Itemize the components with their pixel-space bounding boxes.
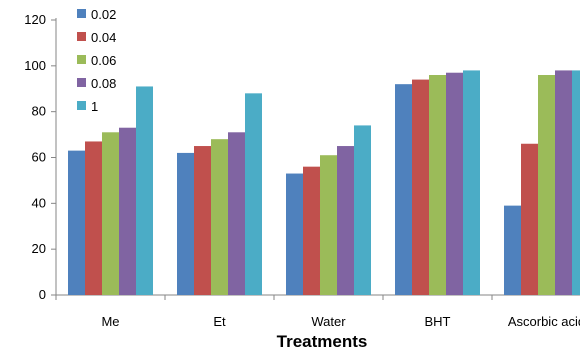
bar xyxy=(555,70,572,296)
legend-item: 1 xyxy=(77,99,98,114)
x-tick-label: Et xyxy=(213,314,226,329)
legend-item: 0.06 xyxy=(77,53,116,68)
y-tick-label: 80 xyxy=(32,104,46,119)
y-tick-label: 20 xyxy=(32,241,46,256)
bar xyxy=(303,166,320,295)
legend-swatch xyxy=(77,55,86,64)
bar xyxy=(538,75,555,295)
bar xyxy=(446,72,463,295)
y-tick-label: 120 xyxy=(24,12,46,27)
bar xyxy=(136,86,153,295)
bar xyxy=(463,70,480,296)
bar xyxy=(102,132,119,295)
legend-item: 0.02 xyxy=(77,7,116,22)
bars xyxy=(68,70,580,296)
bar xyxy=(286,173,303,295)
y-tick-label: 40 xyxy=(32,195,46,210)
legend-label: 0.08 xyxy=(91,76,116,91)
bar xyxy=(68,150,85,295)
y-tick-label: 0 xyxy=(39,287,46,302)
y-tick-label: 60 xyxy=(32,150,46,165)
legend-label: 0.04 xyxy=(91,30,116,45)
legend: 0.02 0.04 0.06 0.08 1 xyxy=(77,7,116,114)
bar xyxy=(504,205,521,295)
legend-swatch xyxy=(77,9,86,18)
bar xyxy=(521,143,538,295)
x-tick-label: Water xyxy=(311,314,346,329)
y-tick-label: 100 xyxy=(24,58,46,73)
x-tick-label: Ascorbic acid xyxy=(508,314,580,329)
bar xyxy=(354,125,371,296)
bar xyxy=(395,84,412,296)
x-tick-label: BHT xyxy=(425,314,451,329)
bar xyxy=(228,132,245,295)
x-axis: Me Et Water BHT Ascorbic acid xyxy=(55,294,580,329)
legend-swatch xyxy=(77,101,86,110)
bar xyxy=(572,70,580,296)
bar xyxy=(119,127,136,295)
bar xyxy=(211,139,228,295)
legend-label: 0.06 xyxy=(91,53,116,68)
legend-label: 0.02 xyxy=(91,7,116,22)
legend-item: 0.08 xyxy=(77,76,116,91)
legend-item: 0.04 xyxy=(77,30,116,45)
legend-label: 1 xyxy=(91,99,98,114)
bar xyxy=(337,146,354,295)
legend-swatch xyxy=(77,78,86,87)
x-tick-label: Me xyxy=(101,314,119,329)
bar xyxy=(245,93,262,295)
x-axis-title: Treatments xyxy=(277,332,368,350)
bar xyxy=(194,146,211,295)
bar xyxy=(177,152,194,295)
bar xyxy=(429,75,446,295)
legend-swatch xyxy=(77,32,86,41)
bar xyxy=(320,155,337,295)
y-axis: 0 20 40 60 80 100 120 xyxy=(24,12,57,302)
bar xyxy=(85,141,102,295)
bar xyxy=(412,79,429,295)
